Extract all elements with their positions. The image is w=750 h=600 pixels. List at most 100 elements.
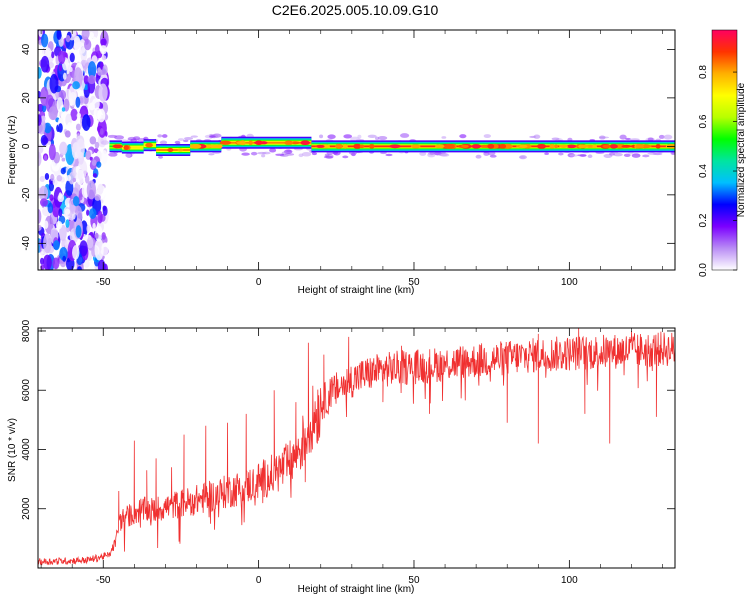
noise-blob [59, 141, 68, 156]
noise-blob [86, 209, 90, 216]
noise-blob [49, 73, 59, 94]
noise-blob [94, 141, 100, 149]
noise-blob [43, 233, 52, 254]
halo-blob [441, 136, 447, 139]
halo-blob [533, 134, 541, 139]
carrier-hotspot [479, 144, 490, 148]
noise-blob [38, 30, 43, 38]
noise-blob [86, 237, 94, 249]
carrier-hotspot [566, 144, 577, 149]
noise-blob [61, 157, 66, 162]
carrier-hotspot [592, 144, 597, 149]
carrier-hotspot [145, 142, 153, 148]
noise-blob [42, 136, 49, 145]
noise-blob [97, 108, 106, 123]
noise-blob [94, 238, 104, 261]
noise-blob [40, 115, 46, 122]
carrier-hotspot [410, 144, 421, 149]
halo-blob [489, 154, 497, 158]
noise-blob [96, 161, 102, 168]
halo-blob [261, 154, 266, 158]
halo-blob [319, 134, 324, 139]
spectrogram-panel: -50 0 50 100 -40 -20 0 20 40 Height of straight … [7, 29, 676, 296]
noise-blob [64, 130, 71, 138]
halo-blob [157, 155, 164, 159]
noise-blob [65, 219, 70, 228]
noise-blob [101, 232, 106, 240]
noise-blob [38, 209, 42, 224]
spectrogram-x-tick-label: 100 [561, 277, 578, 288]
noise-blob [72, 177, 77, 183]
noise-blob [92, 36, 97, 43]
noise-blob [47, 202, 54, 214]
noise-blob [94, 194, 101, 201]
halo-blob [647, 152, 657, 155]
spectrogram-ticks: -50 0 50 100 -40 -20 0 20 40 [21, 30, 675, 288]
carrier-hotspot [300, 140, 311, 146]
halo-blob [100, 140, 110, 145]
noise-blob [70, 108, 78, 121]
noise-blob [58, 192, 63, 200]
noise-blob [38, 151, 42, 167]
carrier-hotspot [487, 143, 495, 149]
noise-blob [72, 196, 80, 207]
noise-blob [84, 39, 92, 51]
noise-blob [40, 33, 49, 48]
noise-blob [75, 123, 81, 131]
spectrogram-y-tick-label: -20 [21, 187, 32, 202]
halo-blob [241, 152, 250, 156]
noise-blob [50, 173, 55, 181]
halo-blob [183, 139, 189, 143]
noise-blob [47, 140, 52, 146]
halo-blob [629, 138, 640, 141]
noise-blob [86, 180, 96, 200]
carrier-hotspot [536, 143, 547, 149]
noise-blob [44, 173, 50, 181]
noise-blob [43, 155, 48, 161]
halo-blob [483, 134, 491, 139]
noise-blob [49, 194, 54, 201]
noise-blob [89, 136, 97, 145]
carrier-hotspot [359, 144, 365, 149]
carrier-hotspot [123, 145, 129, 151]
halo-blob [625, 137, 631, 141]
colorbar-tick-label: 0.2 [698, 213, 709, 227]
noise-blob [53, 240, 60, 251]
noise-blob [68, 66, 73, 73]
noise-blob [56, 30, 62, 41]
noise-blob [64, 208, 71, 215]
noise-blob [87, 61, 97, 79]
carrier-hotspot [549, 144, 555, 149]
snr-ticks: -50 0 50 100 2000 4000 6000 8000 [21, 319, 675, 586]
noise-blob [83, 75, 89, 85]
noise-blob [78, 193, 83, 201]
noise-blob [101, 150, 108, 165]
noise-blob [69, 52, 75, 63]
carrier-hotspot [461, 144, 469, 149]
halo-blob [124, 152, 131, 158]
noise-blob [91, 98, 100, 110]
noise-blob [42, 254, 52, 270]
noise-blob [39, 198, 48, 207]
halo-blob [440, 153, 450, 157]
halo-blob [108, 152, 118, 157]
noise-blob [68, 84, 77, 106]
halo-blob [551, 137, 560, 141]
colorbar-tick-label: 0.0 [698, 263, 709, 277]
carrier-hotspot [342, 143, 348, 149]
noise-blob [94, 232, 99, 239]
spectrogram-y-tick-label: 40 [21, 43, 32, 55]
noise-blob [102, 205, 106, 211]
carrier-hotspot [335, 143, 343, 149]
noise-blob [98, 83, 108, 102]
colorbar-gradient [711, 29, 738, 271]
noise-blob [56, 175, 63, 182]
spectrogram-frame [37, 29, 676, 271]
noise-blob [100, 38, 107, 46]
halo-blob [184, 136, 194, 140]
noise-blob [59, 224, 67, 242]
carrier-hotspot [369, 144, 375, 149]
halo-blob [569, 154, 579, 157]
noise-blob [40, 86, 49, 107]
